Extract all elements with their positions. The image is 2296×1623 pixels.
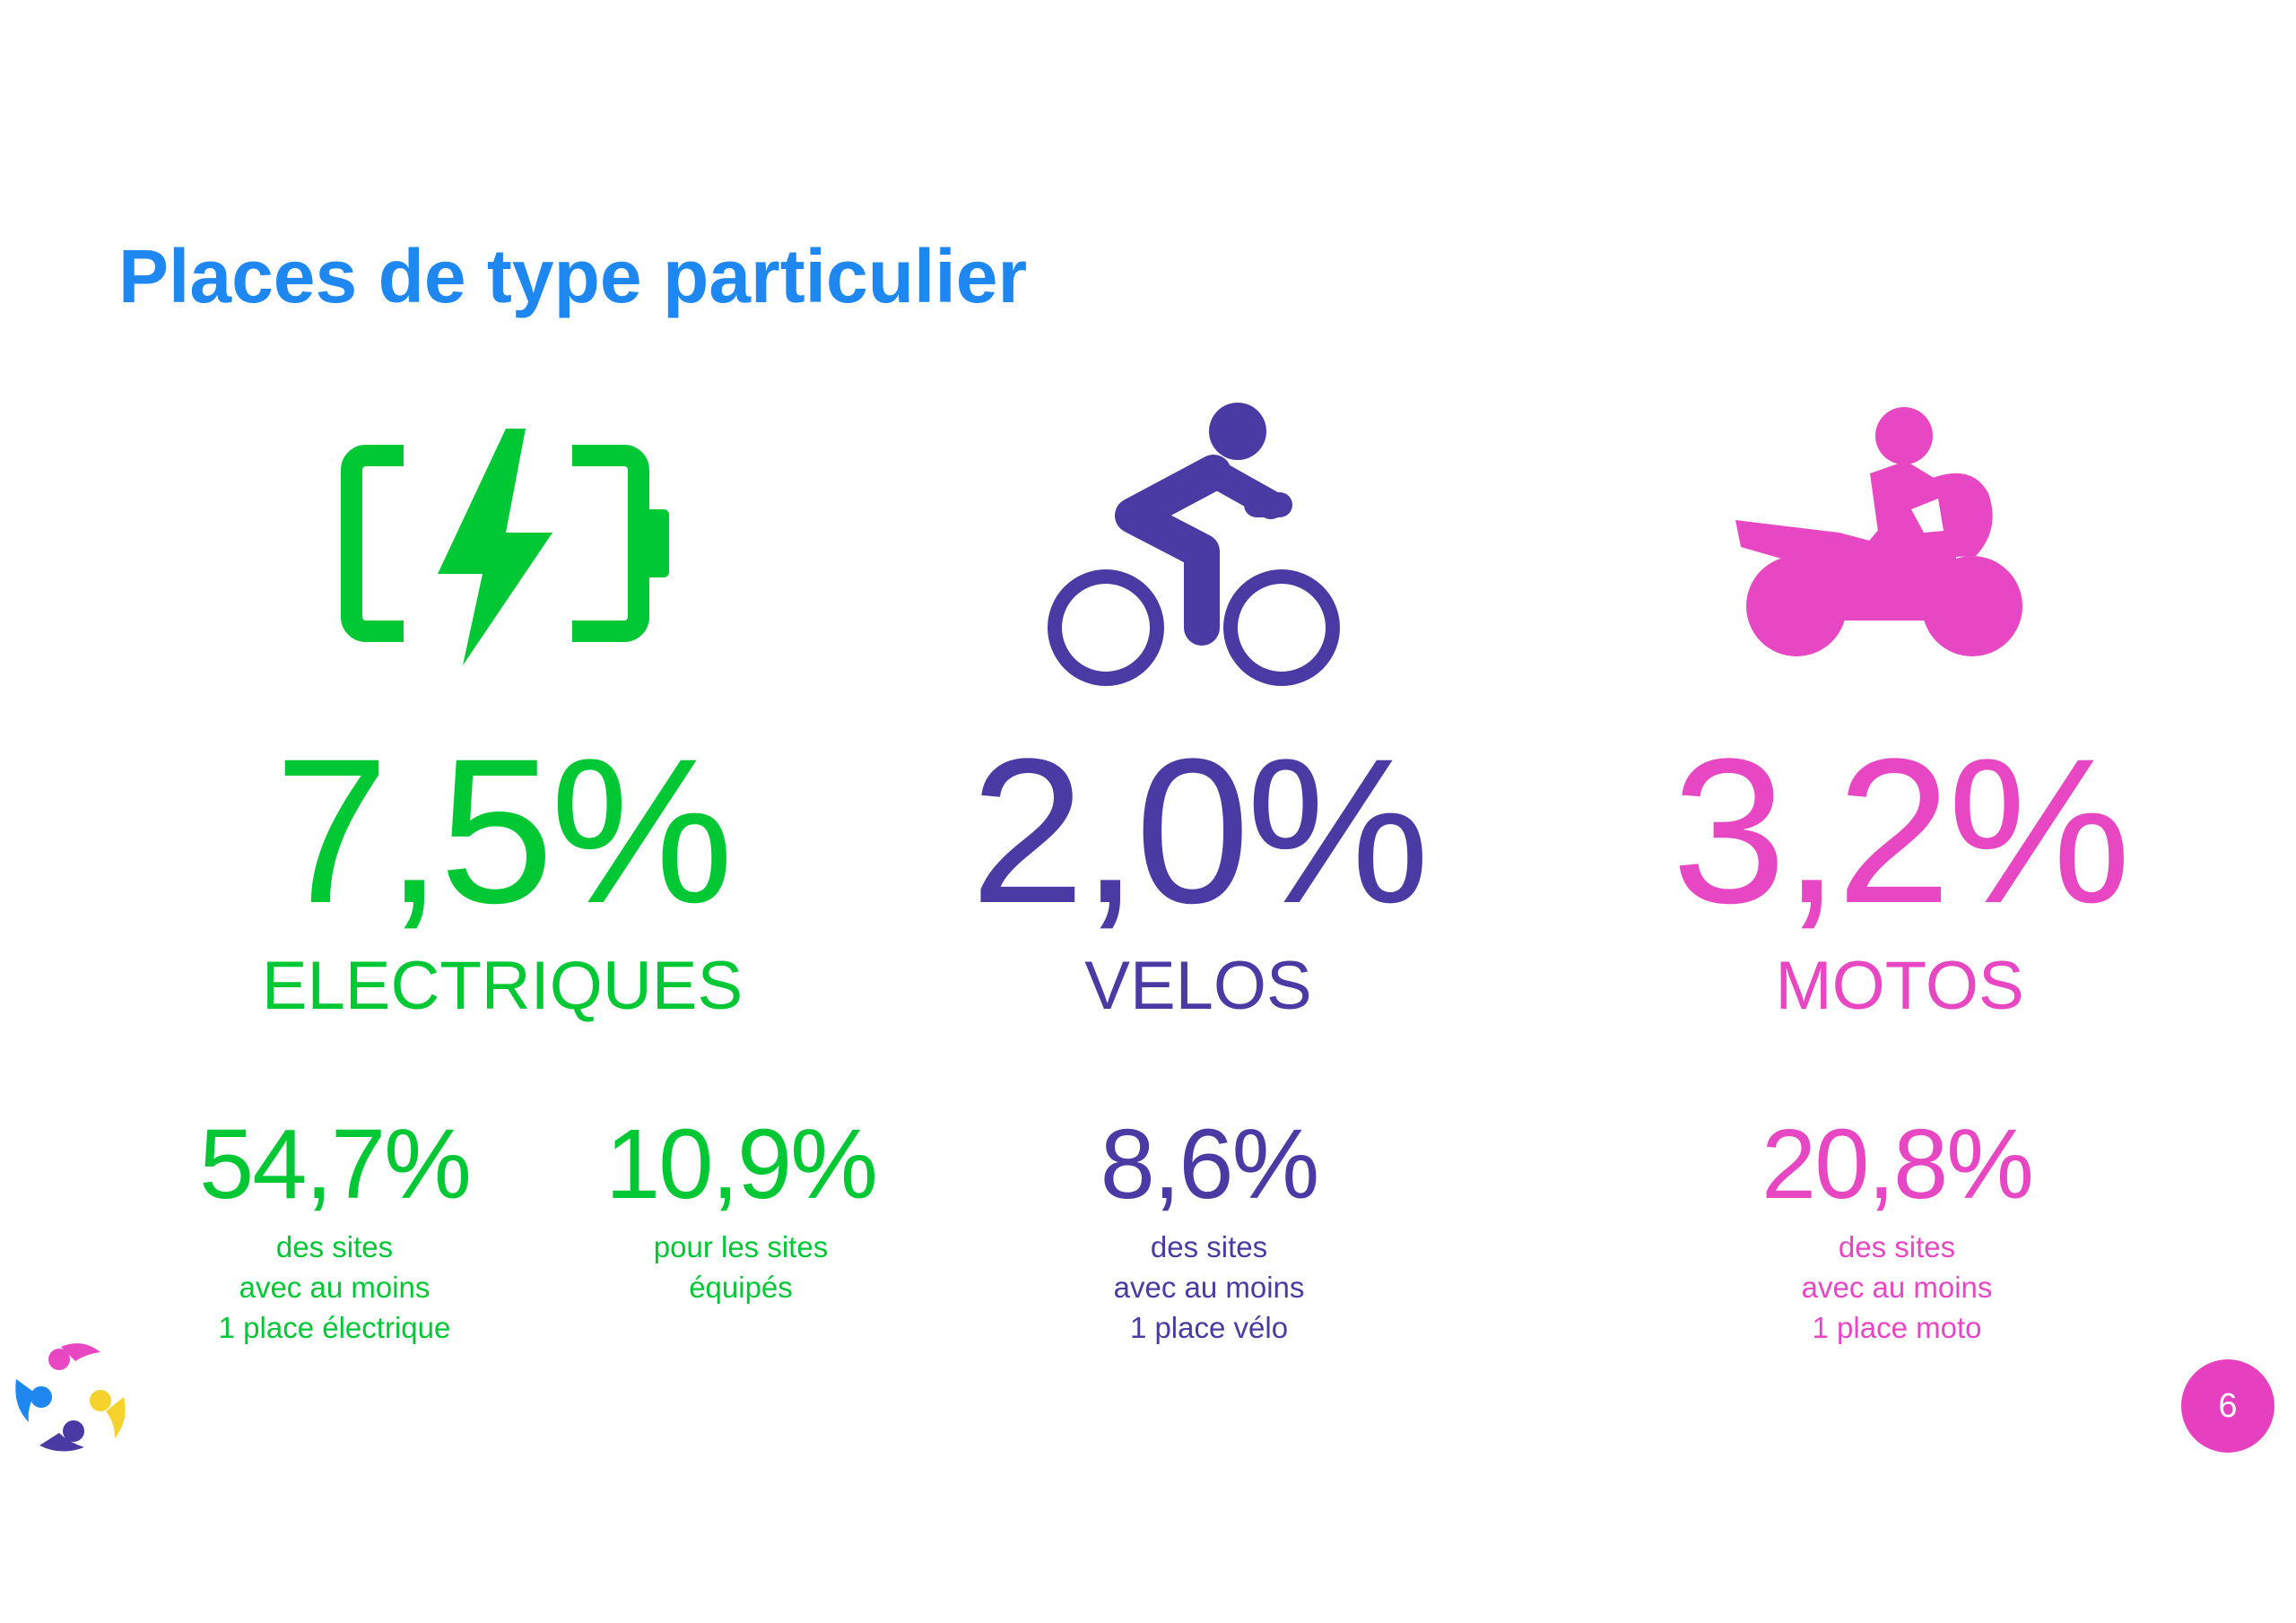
electric-sites-caption: des sites avec au moins 1 place électriq… (218, 1230, 451, 1344)
electric-equipped-caption: pour les sites équipés (653, 1230, 829, 1304)
bike-percentage: 2,0% (970, 716, 1430, 946)
page-number-badge: 6 (2181, 1359, 2274, 1453)
electric-percentage: 7,5% (274, 716, 734, 946)
bike-label: VELOS (1084, 948, 1312, 1024)
page-title: Places de type particulier (118, 234, 1028, 318)
logo-icon (9, 1334, 135, 1460)
bike-sites-caption: des sites avec au moins 1 place vélo (1113, 1230, 1305, 1344)
moto-percentage: 3,2% (1671, 716, 2131, 946)
electric-equipped-stat: 10,9% (605, 1109, 878, 1219)
electric-sites-stat: 54,7% (199, 1109, 472, 1219)
moto-sites-caption: des sites avec au moins 1 place moto (1801, 1230, 1993, 1344)
motorcycle-rider-icon (1735, 404, 2031, 664)
moto-sites-stat: 20,8% (1761, 1109, 2034, 1219)
bicycle-rider-icon (1045, 399, 1350, 695)
battery-charging-icon (341, 421, 682, 673)
electric-label: ELECTRIQUES (261, 948, 744, 1024)
moto-label: MOTOS (1775, 948, 2024, 1024)
bike-sites-stat: 8,6% (1100, 1109, 1320, 1219)
